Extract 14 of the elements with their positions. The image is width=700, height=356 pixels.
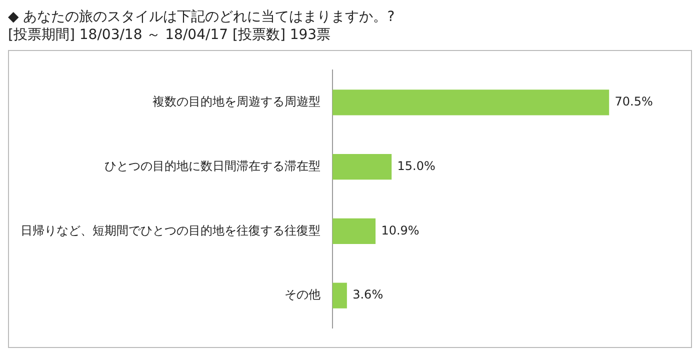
y-tick-label: 複数の目的地を周遊する周遊型 [152,94,320,109]
bar [332,90,610,116]
y-tick-label: ひとつの目的地に数日間滞在する滞在型 [104,158,320,173]
y-tick-label: その他 [284,288,320,302]
bar [332,282,347,308]
data-label: 15.0% [397,158,436,173]
data-label: 70.5% [614,94,653,109]
data-label: 3.6% [352,288,384,302]
bar [332,154,392,180]
bar [332,218,376,244]
text: ◆ あなたの旅のスタイルは下記のどれに当てはまりますか。? [8,8,396,26]
data-label: 10.9% [381,223,420,238]
y-tick-label: 日帰りなど、短期間でひとつの目的地を往復する往復型 [20,223,320,238]
text: [投票期間] 18/03/18 ～ 18/04/17 [投票数] 193票 [8,26,332,44]
